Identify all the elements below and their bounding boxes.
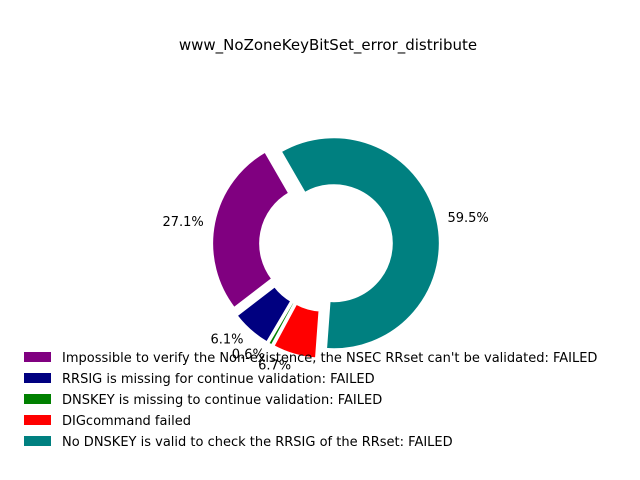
legend-label: No DNSKEY is valid to check the RRSIG of… xyxy=(62,435,453,450)
legend-swatch xyxy=(24,415,51,425)
slice-percent-label: 59.5% xyxy=(447,211,488,226)
legend-label: DNSKEY is missing to continue validation… xyxy=(62,393,382,408)
legend-swatch xyxy=(24,394,51,404)
pie-slice xyxy=(279,136,441,351)
legend-label: Impossible to verify the Non-existence, … xyxy=(62,351,597,366)
pie-slice xyxy=(235,284,293,344)
legend: Impossible to verify the Non-existence, … xyxy=(24,351,597,450)
legend-swatch xyxy=(24,436,51,446)
slice-percent-label: 6.1% xyxy=(210,332,243,347)
percent-labels: 27.1% 6.1%0.6%6.7% 59.5% xyxy=(162,211,488,373)
slice-percent-label: 27.1% xyxy=(162,215,203,230)
legend-label: RRSIG is missing for continue validation… xyxy=(62,372,375,387)
pie-slice xyxy=(211,150,291,310)
chart-title: www_NoZoneKeyBitSet_error_distribute xyxy=(179,36,477,55)
legend-label: DIGcommand failed xyxy=(62,414,191,429)
pie-slice xyxy=(266,300,296,347)
pie-slices xyxy=(211,136,441,360)
pie-slice xyxy=(272,302,321,360)
legend-swatch xyxy=(24,373,51,383)
slice-percent-label: 6.7% xyxy=(258,359,291,374)
slice-percent-label: 0.6% xyxy=(232,348,265,363)
legend-swatch xyxy=(24,352,51,362)
